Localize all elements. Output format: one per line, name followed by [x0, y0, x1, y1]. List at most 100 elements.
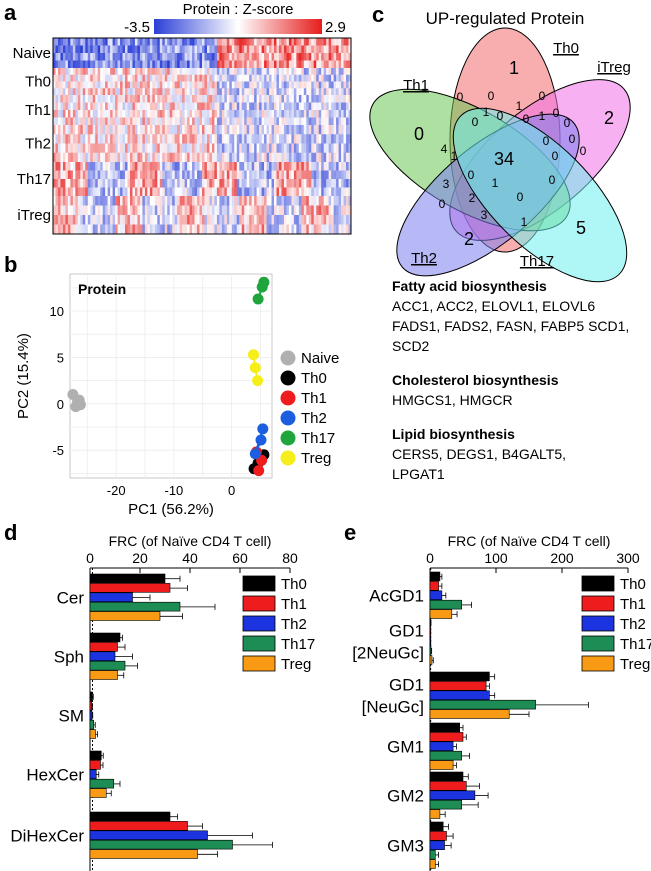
heatmap-cell — [67, 102, 71, 111]
heatmap-cell — [149, 68, 153, 76]
heatmap-cell — [154, 134, 158, 144]
heatmap-cell — [266, 117, 270, 126]
heatmap-cell — [169, 110, 173, 118]
heatmap-cell — [174, 125, 178, 135]
heatmap-cell — [92, 95, 96, 103]
heatmap-cell — [214, 143, 218, 154]
heatmap-cell — [129, 60, 133, 69]
heatmap-cell — [251, 74, 255, 82]
heatmap-cell — [194, 95, 198, 103]
heatmap-cell — [105, 162, 108, 171]
heatmap-cell — [85, 152, 89, 163]
heatmap-cell — [341, 224, 344, 235]
heatmap-cell — [72, 81, 76, 89]
heatmap-cell — [82, 205, 86, 216]
heatmap-cell — [341, 88, 344, 96]
bar-category-label: Sph — [54, 648, 84, 667]
heatmap-cell — [343, 125, 347, 135]
heatmap-cell — [261, 179, 265, 188]
heatmap-cell — [326, 60, 329, 69]
heatmap-cell — [169, 152, 173, 163]
heatmap-cell — [75, 81, 79, 89]
heatmap-cell — [293, 102, 297, 111]
heatmap-cell — [110, 196, 113, 206]
heatmap-cell — [204, 110, 208, 118]
heatmap-cell — [137, 196, 141, 206]
heatmap-cell — [90, 95, 94, 103]
heatmap-cell — [167, 74, 171, 82]
heatmap-cell — [67, 95, 71, 103]
heatmap-cell — [187, 187, 190, 197]
heatmap-cell — [87, 81, 91, 89]
heatmap-cell — [75, 179, 79, 188]
heatmap-cell — [122, 143, 126, 154]
heatmap-cell — [85, 224, 89, 235]
heatmap-cell — [333, 179, 337, 188]
heatmap-cell — [316, 134, 320, 144]
heatmap-cell — [115, 117, 118, 126]
heatmap-cell — [55, 215, 59, 225]
heatmap-cell — [77, 88, 81, 96]
heatmap-cell — [246, 88, 250, 96]
heatmap-cell — [246, 187, 250, 197]
heatmap-cell — [206, 117, 210, 126]
heatmap-cell — [261, 224, 265, 235]
heatmap-cell — [269, 38, 272, 46]
heatmap-cell — [117, 125, 121, 135]
heatmap-cell — [199, 162, 203, 171]
heatmap-cell — [346, 53, 349, 61]
heatmap-cell — [241, 117, 245, 126]
heatmap-cell — [341, 74, 344, 82]
heatmap-cell — [187, 125, 190, 135]
heatmap-cell — [197, 196, 200, 206]
heatmap-cell — [316, 125, 320, 135]
heatmap-cell — [172, 60, 175, 69]
heatmap-cell — [132, 215, 136, 225]
heatmap-cell — [105, 152, 108, 163]
heatmap-cell — [239, 134, 243, 144]
heatmap-cell — [234, 53, 238, 61]
heatmap-cell — [117, 45, 121, 54]
heatmap-cell — [326, 179, 329, 188]
heatmap-cell — [209, 81, 213, 89]
heatmap-cell — [264, 134, 267, 144]
heatmap-cell — [110, 215, 113, 225]
heatmap-cell — [326, 143, 329, 154]
heatmap-cell — [199, 125, 203, 135]
heatmap-cell — [179, 60, 183, 69]
heatmap-cell — [102, 170, 106, 180]
heatmap-cell — [209, 152, 213, 163]
heatmap-cell — [187, 102, 190, 111]
heatmap-cell — [164, 81, 168, 89]
heatmap-cell — [328, 196, 332, 206]
heatmap-cell — [100, 53, 103, 61]
heatmap-cell — [259, 179, 262, 188]
heatmap-cell — [321, 110, 324, 118]
heatmap-cell — [293, 205, 297, 216]
heatmap-cell — [306, 81, 310, 89]
bar — [429, 609, 453, 619]
heatmap-cell — [129, 38, 133, 46]
heatmap-cell — [137, 170, 141, 180]
heatmap-cell — [122, 152, 126, 163]
heatmap-cell — [120, 143, 123, 154]
heatmap-cell — [244, 152, 247, 163]
heatmap-cell — [189, 215, 193, 225]
heatmap-cell — [266, 187, 270, 197]
heatmap-cell — [219, 179, 223, 188]
heatmap-cell — [67, 170, 71, 180]
heatmap-cell — [303, 117, 307, 126]
pca-point — [253, 465, 265, 477]
heatmap-cell — [211, 224, 215, 235]
heatmap-cell — [107, 74, 111, 82]
heatmap-cell — [241, 53, 245, 61]
heatmap-cell — [75, 125, 79, 135]
heatmap-cell — [244, 125, 247, 135]
heatmap-cell — [293, 170, 297, 180]
heatmap-cell — [246, 68, 250, 76]
heatmap-cell — [211, 81, 215, 89]
heatmap-cell — [226, 68, 230, 76]
heatmap-cell — [169, 179, 173, 188]
heatmap-cell — [219, 134, 223, 144]
heatmap-cell — [221, 143, 225, 154]
